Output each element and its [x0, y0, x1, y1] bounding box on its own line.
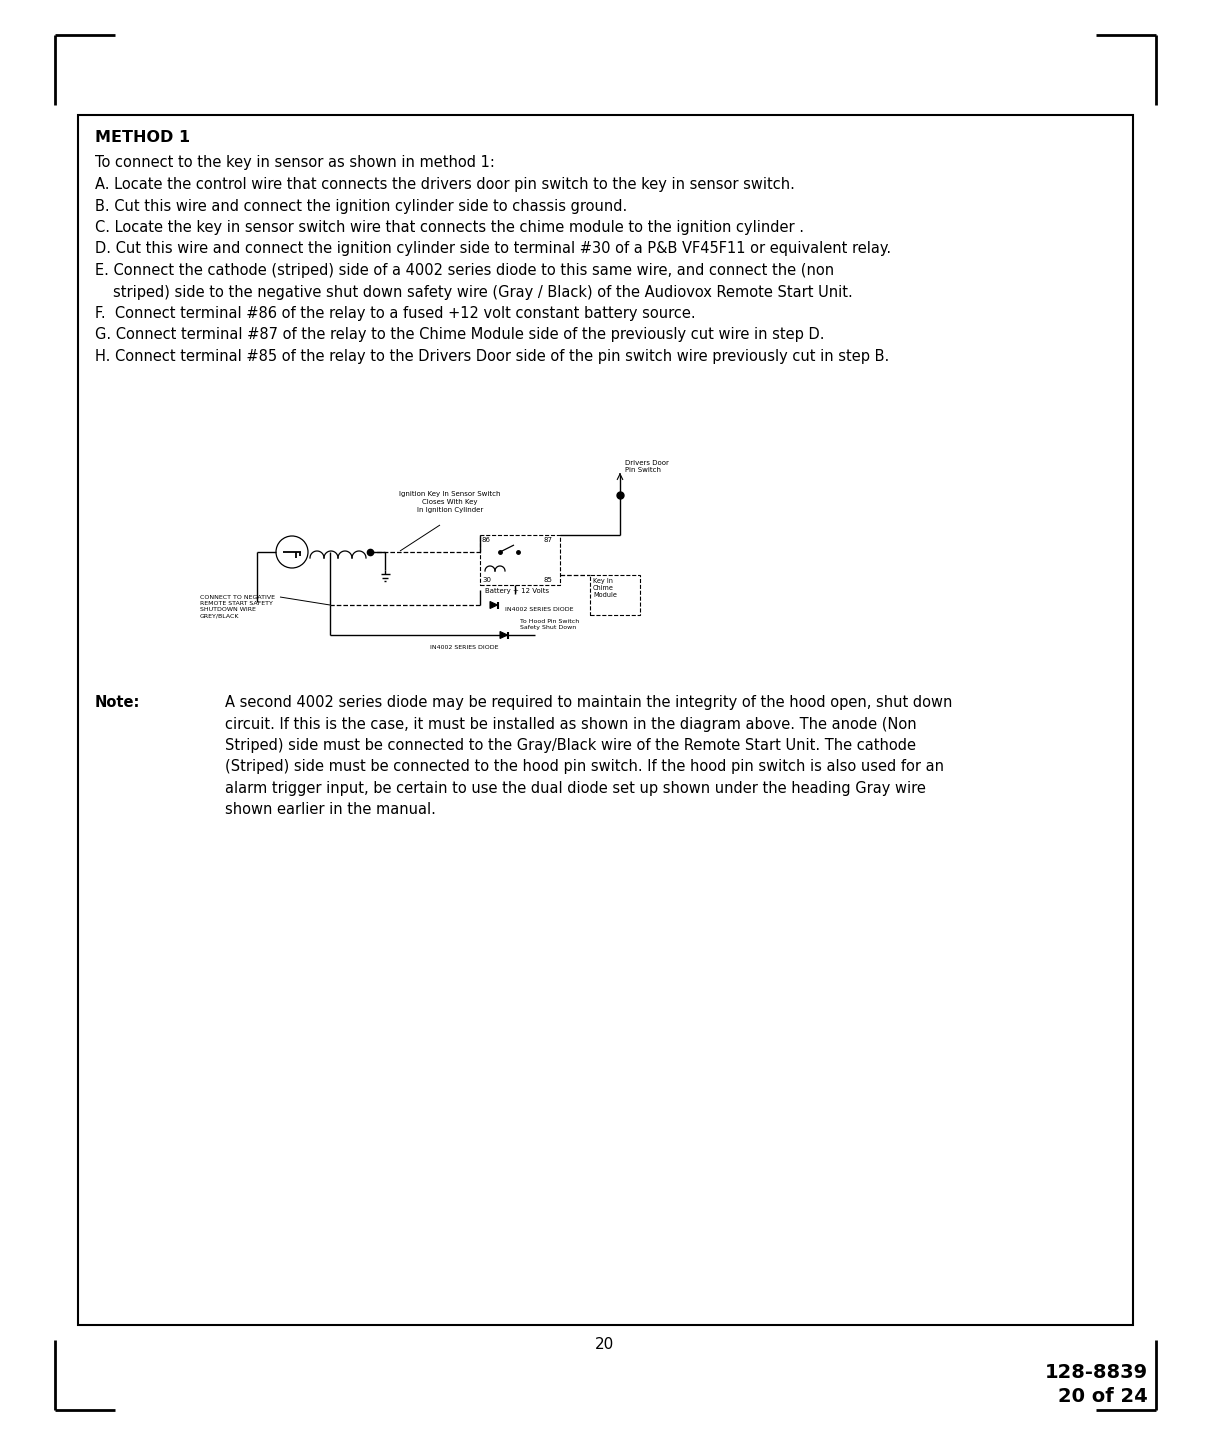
Bar [78, 116, 1133, 1325]
Text: 85: 85 [544, 577, 553, 582]
Text: B. Cut this wire and connect the ignition cylinder side to chassis ground.: B. Cut this wire and connect the ignitio… [94, 198, 627, 214]
Bar [480, 535, 559, 585]
Text: E. Connect the cathode (striped) side of a 4002 series diode to this same wire, : E. Connect the cathode (striped) side of… [94, 263, 834, 277]
Bar [590, 575, 639, 616]
Text: striped) side to the negative shut down safety wire (Gray / Black) of the Audiov: striped) side to the negative shut down … [113, 285, 853, 299]
Text: CONNECT TO NEGATIVE
REMOTE START SAFETY
SHUTDOWN WIRE
GREY/BLACK: CONNECT TO NEGATIVE REMOTE START SAFETY … [200, 595, 275, 618]
Text: G. Connect terminal #87 of the relay to the Chime Module side of the previously : G. Connect terminal #87 of the relay to … [94, 328, 825, 342]
Text: D. Cut this wire and connect the ignition cylinder side to terminal #30 of a P&B: D. Cut this wire and connect the ignitio… [94, 241, 891, 257]
Text: 87: 87 [544, 538, 553, 543]
Text: C. Locate the key in sensor switch wire that connects the chime module to the ig: C. Locate the key in sensor switch wire … [94, 220, 804, 236]
Text: shown earlier in the manual.: shown earlier in the manual. [225, 802, 436, 818]
Text: F.  Connect terminal #86 of the relay to a fused +12 volt constant battery sourc: F. Connect terminal #86 of the relay to … [94, 306, 695, 321]
Text: 20 of 24: 20 of 24 [1058, 1387, 1148, 1406]
Text: Key In
Chime
Module: Key In Chime Module [593, 578, 616, 598]
Text: Ignition Key In Sensor Switch: Ignition Key In Sensor Switch [400, 491, 501, 497]
Text: 128-8839: 128-8839 [1045, 1364, 1148, 1383]
Polygon shape [500, 631, 507, 639]
Text: IN4002 SERIES DIODE: IN4002 SERIES DIODE [505, 607, 574, 613]
Text: Closes With Key: Closes With Key [423, 499, 478, 504]
Text: Striped) side must be connected to the Gray/Black wire of the Remote Start Unit.: Striped) side must be connected to the G… [225, 738, 916, 753]
Text: A. Locate the control wire that connects the drivers door pin switch to the key : A. Locate the control wire that connects… [94, 176, 794, 192]
Text: A second 4002 series diode may be required to maintain the integrity of the hood: A second 4002 series diode may be requir… [225, 695, 952, 709]
Text: H. Connect terminal #85 of the relay to the Drivers Door side of the pin switch : H. Connect terminal #85 of the relay to … [94, 350, 889, 364]
Text: To connect to the key in sensor as shown in method 1:: To connect to the key in sensor as shown… [94, 156, 495, 171]
Text: In Ignition Cylinder: In Ignition Cylinder [417, 507, 483, 513]
Polygon shape [490, 601, 498, 608]
Text: Battery + 12 Volts: Battery + 12 Volts [484, 588, 549, 594]
Text: 86: 86 [482, 538, 490, 543]
Text: 30: 30 [482, 577, 490, 582]
Text: 20: 20 [596, 1337, 615, 1353]
Text: alarm trigger input, be certain to use the dual diode set up shown under the hea: alarm trigger input, be certain to use t… [225, 780, 926, 796]
Text: METHOD 1: METHOD 1 [94, 130, 190, 144]
Text: circuit. If this is the case, it must be installed as shown in the diagram above: circuit. If this is the case, it must be… [225, 717, 917, 731]
Text: Note:: Note: [94, 695, 140, 709]
Text: To Hood Pin Switch
Safety Shut Down: To Hood Pin Switch Safety Shut Down [520, 620, 579, 630]
Text: Drivers Door
Pin Switch: Drivers Door Pin Switch [625, 460, 668, 473]
Text: (Striped) side must be connected to the hood pin switch. If the hood pin switch : (Striped) side must be connected to the … [225, 760, 945, 775]
Text: IN4002 SERIES DIODE: IN4002 SERIES DIODE [430, 644, 499, 650]
